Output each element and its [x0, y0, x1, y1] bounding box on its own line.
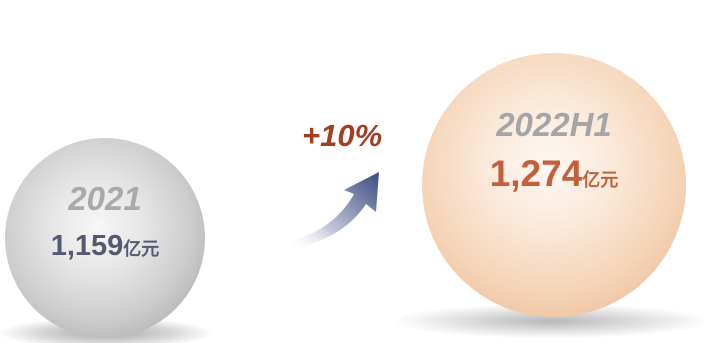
amount-value-2021: 1,159: [50, 230, 124, 262]
sphere-2022h1: 2022H1 1,274亿元: [422, 53, 686, 317]
growth-rate-label: +10%: [302, 118, 383, 153]
sphere-2021: 2021 1,159亿元: [5, 138, 205, 338]
amount-unit-2022h1: 亿元: [582, 170, 619, 190]
amount-2021: 1,159亿元: [5, 230, 205, 263]
amount-2022h1: 1,274亿元: [422, 153, 686, 195]
growth-arrow-icon: [288, 172, 379, 248]
amount-unit-2021: 亿元: [123, 239, 160, 259]
year-label-2021: 2021: [68, 180, 142, 217]
year-label-2022h1: 2022H1: [496, 106, 612, 143]
amount-value-2022h1: 1,274: [489, 153, 583, 194]
